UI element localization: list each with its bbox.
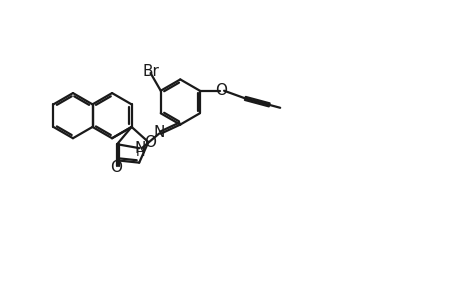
Text: O: O: [144, 134, 156, 149]
Text: N: N: [153, 125, 164, 140]
Text: Br: Br: [142, 64, 159, 79]
Text: O: O: [214, 83, 226, 98]
Text: O: O: [110, 160, 122, 175]
Text: H: H: [135, 146, 145, 159]
Text: N: N: [134, 141, 146, 156]
